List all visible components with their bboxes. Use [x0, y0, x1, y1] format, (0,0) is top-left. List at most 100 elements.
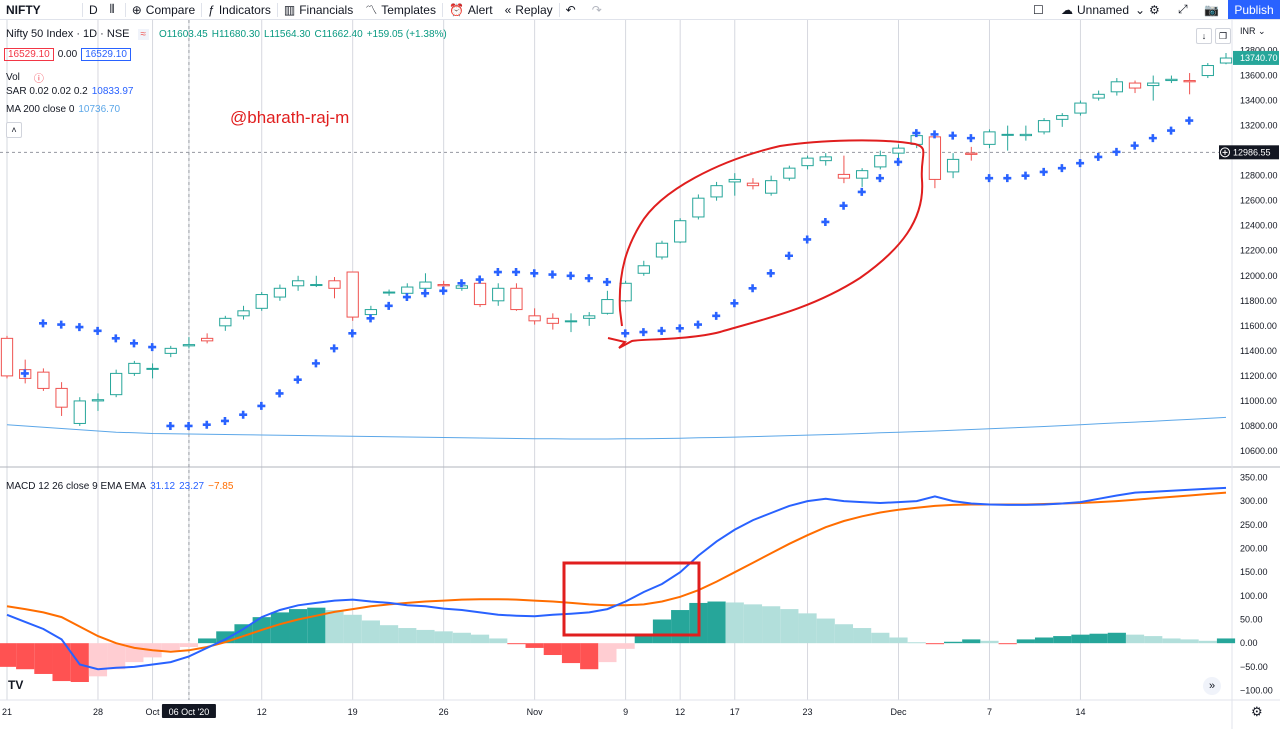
macd-hist-bar: [616, 643, 635, 649]
symbol-search[interactable]: NIFTY: [0, 0, 82, 19]
macd-hist-bar: [998, 643, 1017, 645]
price-axis-bg: [1232, 20, 1280, 729]
macd-hist-bar: [762, 606, 781, 644]
buy-price-box[interactable]: 16529.10: [81, 48, 131, 61]
gear-icon: ⚙: [1149, 2, 1160, 17]
publish-button[interactable]: Publish: [1228, 0, 1280, 19]
sar-point: [584, 274, 593, 283]
settings-button[interactable]: ⚙: [1143, 0, 1170, 19]
candle-body: [182, 344, 196, 347]
sar-point: [639, 328, 648, 337]
sar-point: [475, 275, 484, 284]
scroll-to-realtime-button[interactable]: »: [1203, 677, 1221, 695]
cloud-icon: ☁: [1061, 2, 1073, 17]
financials-button[interactable]: ▥ Financials: [278, 0, 359, 19]
macd-hist-bar: [88, 643, 108, 677]
macd-hist-bar: [307, 607, 326, 644]
layout-name-button[interactable]: ☁ Unnamed ⌄: [1055, 0, 1155, 19]
sar-point: [512, 268, 521, 277]
sell-price-box[interactable]: 16529.10: [4, 48, 54, 61]
macd-tick-label: −50.00: [1240, 662, 1268, 672]
candle-style-button[interactable]: ⫴: [104, 0, 125, 19]
snapshot-button[interactable]: 📷: [1198, 0, 1229, 19]
candle-body: [328, 280, 341, 289]
alert-label: Alert: [467, 2, 493, 17]
sar-point: [275, 389, 284, 398]
templates-button[interactable]: 〽 Templates: [359, 0, 442, 19]
indicators-label: Indicators: [218, 2, 271, 17]
compare-button[interactable]: ⊕ Compare: [126, 0, 201, 19]
price-tick-label: 13400.00: [1240, 96, 1278, 106]
macd-hist-bar: [489, 638, 508, 644]
sar-point: [657, 326, 666, 335]
macd-hist-bar: [1198, 640, 1217, 644]
macd-hist-bar: [325, 610, 344, 644]
candle-body: [346, 271, 359, 318]
candle-body: [73, 400, 86, 424]
sar-point: [239, 410, 248, 419]
maximize-pane-button[interactable]: ❐: [1215, 28, 1231, 44]
collapse-legend-button[interactable]: ˄: [6, 122, 22, 138]
indicators-button[interactable]: ƒ Indicators: [202, 0, 277, 19]
sar-point: [1112, 147, 1121, 156]
last-price-bg: [1233, 50, 1279, 65]
sar-point: [1003, 174, 1012, 183]
macd-value: 31.12: [150, 481, 176, 492]
candle-body: [1165, 78, 1178, 82]
chart-area[interactable]: 10600.00 10800.00 11000.00 11200.00 11400.00…: [0, 20, 1280, 729]
ma200-line: [6, 416, 1227, 440]
fullscreen-layout-toggle[interactable]: ☐: [1027, 0, 1054, 19]
move-down-button[interactable]: ↓: [1196, 28, 1212, 44]
sar-point: [111, 334, 120, 343]
ma-legend: MA 200 close 0 10736.70: [6, 104, 120, 115]
symbol-legend: Nifty 50 Index · 1D · NSE ≈ O11603.45 H1…: [6, 28, 447, 40]
fullscreen-button[interactable]: ⤢: [1172, 0, 1198, 19]
alarm-clock-icon: ⏰: [448, 2, 464, 17]
time-tick-label: 12: [675, 707, 685, 717]
sar-point: [766, 269, 775, 278]
sar-point: [402, 293, 411, 302]
candle-body: [765, 180, 778, 194]
candle-body: [401, 286, 414, 294]
candle-body: [437, 284, 450, 287]
macd-hist-value: −7.85: [208, 481, 234, 492]
candle-body: [37, 371, 50, 389]
candle-body: [928, 136, 942, 180]
macd-hist-bar: [416, 629, 435, 644]
candle-body: [219, 317, 232, 327]
price-tick-label: 10600.00: [1240, 446, 1278, 456]
time-tick-label: 9: [623, 707, 628, 717]
sar-point: [566, 271, 575, 280]
vol-label: Vol: [6, 72, 20, 83]
chart-svg[interactable]: 10600.00 10800.00 11000.00 11200.00 11400.00…: [0, 20, 1280, 729]
chart-settings-button[interactable]: ⚙: [1251, 704, 1263, 720]
candle-body: [200, 337, 214, 342]
macd-hist-bar: [671, 610, 690, 644]
undo-button[interactable]: ↶: [560, 0, 586, 19]
interval-button[interactable]: D: [83, 0, 104, 19]
candle-body: [983, 131, 996, 145]
macd-tick-label: 200.00: [1240, 543, 1268, 553]
price-tick-label: 11600.00: [1240, 321, 1277, 331]
sar-point: [712, 311, 721, 320]
sar-point: [748, 284, 757, 293]
sar-point: [694, 320, 703, 329]
alert-button[interactable]: ⏰ Alert: [443, 0, 499, 19]
sar-point: [839, 201, 848, 210]
candle-body: [310, 284, 323, 287]
macd-hist-bar: [943, 641, 963, 644]
sar-point: [1076, 159, 1085, 168]
compare-label: Compare: [145, 2, 196, 17]
price-tick-label: 13800.00: [1240, 46, 1278, 56]
macd-signal-line: [6, 491, 1227, 653]
macd-hist-bar: [1180, 639, 1199, 644]
candle-body: [801, 157, 814, 167]
sar-label: SAR 0.02 0.02 0.2: [6, 86, 88, 97]
replay-button[interactable]: «Replay: [499, 0, 559, 19]
candle-body: [1092, 93, 1105, 99]
macd-tick-label: 0.00: [1240, 638, 1258, 648]
redo-button[interactable]: ↷: [586, 0, 612, 19]
time-tick-label: Oct: [146, 707, 161, 717]
candle-body: [528, 315, 541, 322]
price-tick-label: 13600.00: [1240, 71, 1278, 81]
